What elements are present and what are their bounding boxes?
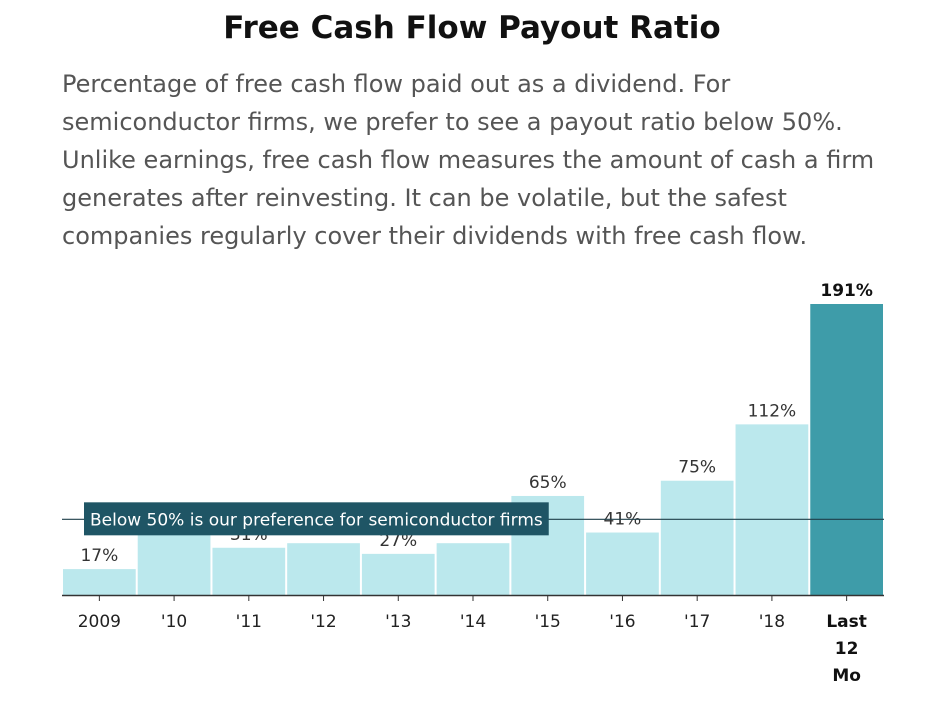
bar-value-label-4: 27% <box>379 531 417 551</box>
bar-8 <box>660 480 734 595</box>
bar-10 <box>810 304 883 595</box>
chart-title: Free Cash Flow Payout Ratio <box>223 10 721 46</box>
bar-value-label-9: 112% <box>748 401 797 421</box>
bar-7 <box>586 532 659 595</box>
reference-line-label-background <box>84 502 549 536</box>
bar-value-label-6: 65% <box>529 473 567 493</box>
x-tick-label-5: '14 <box>460 612 486 632</box>
x-tick-label-2: '11 <box>236 612 262 632</box>
x-tick-label-3: '12 <box>310 612 336 632</box>
reference-line-label: Below 50% is our preference for semicond… <box>90 510 543 530</box>
bar-4 <box>361 553 435 595</box>
bar-3 <box>287 543 360 595</box>
x-tick-label-1: '10 <box>161 612 187 632</box>
bars-layer <box>63 304 883 595</box>
x-tick-label-9: '18 <box>759 612 785 632</box>
x-tick-label-10: Last 12 Mo <box>826 612 867 686</box>
x-tick-label-7: '16 <box>609 612 635 632</box>
bar-2 <box>212 547 286 595</box>
bar-0 <box>63 569 136 595</box>
x-axis: 2009 '10 '11 '12 '13 '14 '15 '16 '17 '18 Last 12 Mo <box>62 594 884 686</box>
reference-line-group: Below 50% is our preference for semicond… <box>62 502 884 536</box>
x-tick-label-4: '13 <box>385 612 411 632</box>
bar-value-label-8: 75% <box>678 458 716 478</box>
bar-value-label-0: 17% <box>80 546 118 566</box>
bar-value-label-10: 191% <box>820 281 873 301</box>
chart-description: Percentage of free cash flow paid out as… <box>62 70 875 250</box>
bar-5 <box>436 543 510 595</box>
bar-9 <box>735 424 809 595</box>
x-tick-label-0: 2009 <box>78 612 121 632</box>
x-tick-label-6: '15 <box>535 612 561 632</box>
x-tick-label-8: '17 <box>684 612 710 632</box>
